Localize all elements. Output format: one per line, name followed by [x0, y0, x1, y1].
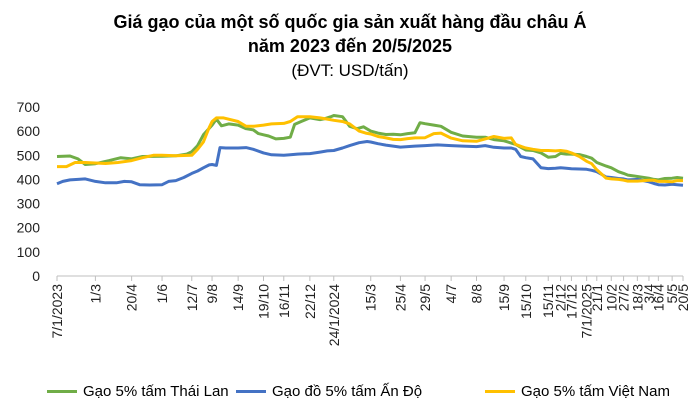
x-tick-label: 4/7	[443, 284, 459, 304]
x-tick-label: 24/1/2024	[326, 284, 342, 346]
x-tick-label: 14/9	[230, 284, 246, 311]
x-tick-label: 12/7	[184, 284, 200, 311]
series-line-3	[57, 115, 683, 184]
x-tick-label: 16/4	[650, 284, 666, 311]
x-tick-label: 5/5	[664, 284, 680, 304]
x-tick-label: 7/1/2025	[579, 284, 595, 339]
x-tick-label: 9/8	[204, 284, 220, 304]
y-tick-label: 500	[17, 147, 41, 163]
legend-swatch	[236, 390, 266, 393]
y-tick-label: 300	[17, 196, 41, 212]
series-line-2	[56, 140, 684, 187]
x-tick-label: 15/11	[540, 284, 556, 318]
series-line-1	[56, 114, 684, 182]
y-tick-label: 100	[17, 244, 41, 260]
x-tick-label: 2/12	[553, 284, 569, 311]
x-tick-label: 3/4	[641, 284, 657, 304]
legend-swatch	[485, 390, 515, 393]
x-tick-label: 25/4	[392, 284, 408, 311]
legend-item-1: Gạo 5% tấm Thái Lan	[47, 383, 229, 400]
legend-label: Gạo đồ 5% tấm Ấn Độ	[272, 383, 423, 400]
y-tick-label: 700	[17, 99, 41, 115]
x-tick-label: 15/9	[496, 284, 512, 311]
chart-title-line1: Giá gạo của một số quốc gia sản xuất hàn…	[113, 12, 587, 32]
x-tick-label: 8/8	[469, 284, 485, 304]
x-tick-label: 19/10	[255, 284, 271, 319]
legend: Gạo 5% tấm Thái Lan Gạo đồ 5% tấm Ấn Độ Gạ…	[0, 383, 700, 407]
legend-item-3: Gạo 5% tấm Việt Nam	[485, 383, 670, 400]
y-tick-label: 200	[17, 220, 41, 236]
legend-label: Gạo 5% tấm Việt Nam	[521, 383, 670, 400]
x-tick-label: 22/12	[302, 284, 318, 319]
x-tick-label: 1/3	[87, 284, 103, 304]
legend-swatch	[47, 390, 77, 393]
x-tick-label: 20/4	[124, 284, 140, 311]
legend-label: Gạo 5% tấm Thái Lan	[83, 383, 229, 400]
y-tick-label: 600	[17, 123, 41, 139]
x-tick-label: 18/3	[629, 284, 645, 311]
x-tick-label: 17/12	[563, 284, 579, 319]
legend-item-2: Gạo đồ 5% tấm Ấn Độ	[236, 383, 422, 400]
x-tick-label: 16/11	[276, 284, 292, 318]
y-axis: 0 100 200 300 400 500 600 700	[17, 99, 41, 284]
y-tick-label: 400	[17, 171, 41, 187]
x-tick-label: 27/2	[616, 284, 632, 311]
x-tick-label: 15/10	[518, 284, 534, 319]
x-axis: 7/1/2023 1/3 20/4 1/6 12/7 9/8 14/9 19/10 16/11 2…	[49, 275, 691, 346]
x-tick-label: 29/5	[417, 284, 433, 311]
x-tick-label: 10/2	[603, 284, 619, 311]
y-tick-label: 0	[32, 268, 40, 284]
x-tick-label: 21/1	[589, 284, 605, 311]
series-lines	[56, 114, 684, 187]
x-tick-label: 20/5	[675, 284, 691, 311]
x-tick-label: 7/1/2023	[49, 284, 65, 339]
x-tick-label: 1/6	[154, 284, 170, 304]
chart-title-line2: năm 2023 đến 20/5/2025	[247, 36, 453, 56]
chart-subtitle: (ĐVT: USD/tấn)	[291, 61, 409, 80]
x-tick-label: 15/3	[363, 284, 379, 311]
